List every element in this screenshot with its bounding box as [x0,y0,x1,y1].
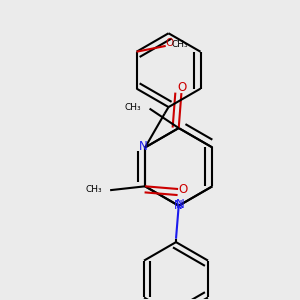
Text: CH₃: CH₃ [172,40,188,49]
Text: N: N [176,197,185,211]
Text: O: O [178,81,187,94]
Text: O: O [179,182,188,196]
Text: N: N [174,199,183,212]
Text: O: O [166,38,174,48]
Text: N: N [139,140,148,153]
Text: CH₃: CH₃ [124,103,141,112]
Text: CH₃: CH₃ [85,185,102,194]
